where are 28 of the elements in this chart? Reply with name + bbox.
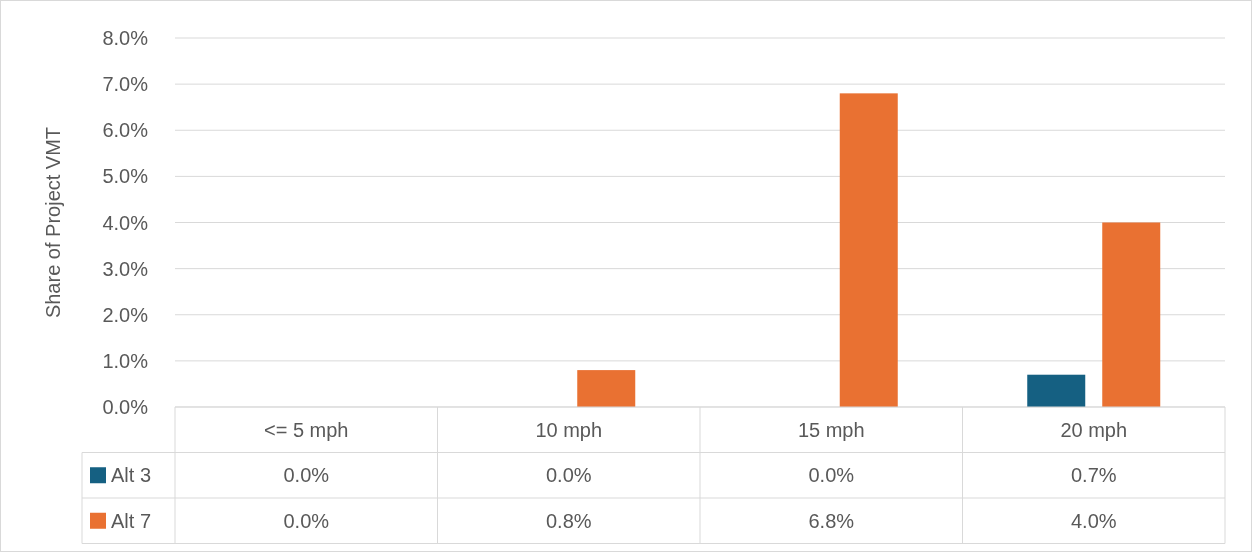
x-tick-label: 20 mph bbox=[1060, 418, 1128, 441]
y-tick-label: 8.0% bbox=[102, 27, 149, 49]
y-tick-label: 2.0% bbox=[102, 303, 149, 326]
y-tick-label: 0.0% bbox=[102, 396, 149, 418]
y-tick-label: 1.0% bbox=[102, 349, 149, 372]
bar bbox=[577, 370, 636, 407]
bar bbox=[839, 93, 898, 407]
data-label: 0.8% bbox=[545, 509, 592, 532]
y-tick-label: 5.0% bbox=[102, 165, 149, 188]
data-label: 4.0% bbox=[1070, 509, 1117, 532]
bar bbox=[1102, 222, 1161, 407]
legend-label: Alt 3 bbox=[111, 464, 152, 487]
data-label: 0.0% bbox=[283, 509, 330, 532]
x-tick-label: 10 mph bbox=[535, 418, 603, 441]
data-label: 0.7% bbox=[1070, 464, 1117, 487]
x-tick-label: <= 5 mph bbox=[263, 418, 349, 441]
y-axis-title: Share of Project VMT bbox=[42, 126, 64, 319]
x-tick-label: 15 mph bbox=[797, 418, 865, 441]
y-tick-label: 4.0% bbox=[102, 211, 149, 234]
data-label: 0.0% bbox=[808, 464, 855, 487]
data-label: 0.0% bbox=[545, 464, 592, 487]
data-label: 6.8% bbox=[808, 509, 855, 532]
legend-label: Alt 7 bbox=[111, 509, 152, 532]
data-label: 0.0% bbox=[283, 464, 330, 487]
y-tick-label: 3.0% bbox=[102, 257, 149, 280]
y-tick-label: 6.0% bbox=[102, 119, 149, 142]
y-tick-label: 7.0% bbox=[102, 73, 149, 96]
bar bbox=[1027, 374, 1086, 407]
